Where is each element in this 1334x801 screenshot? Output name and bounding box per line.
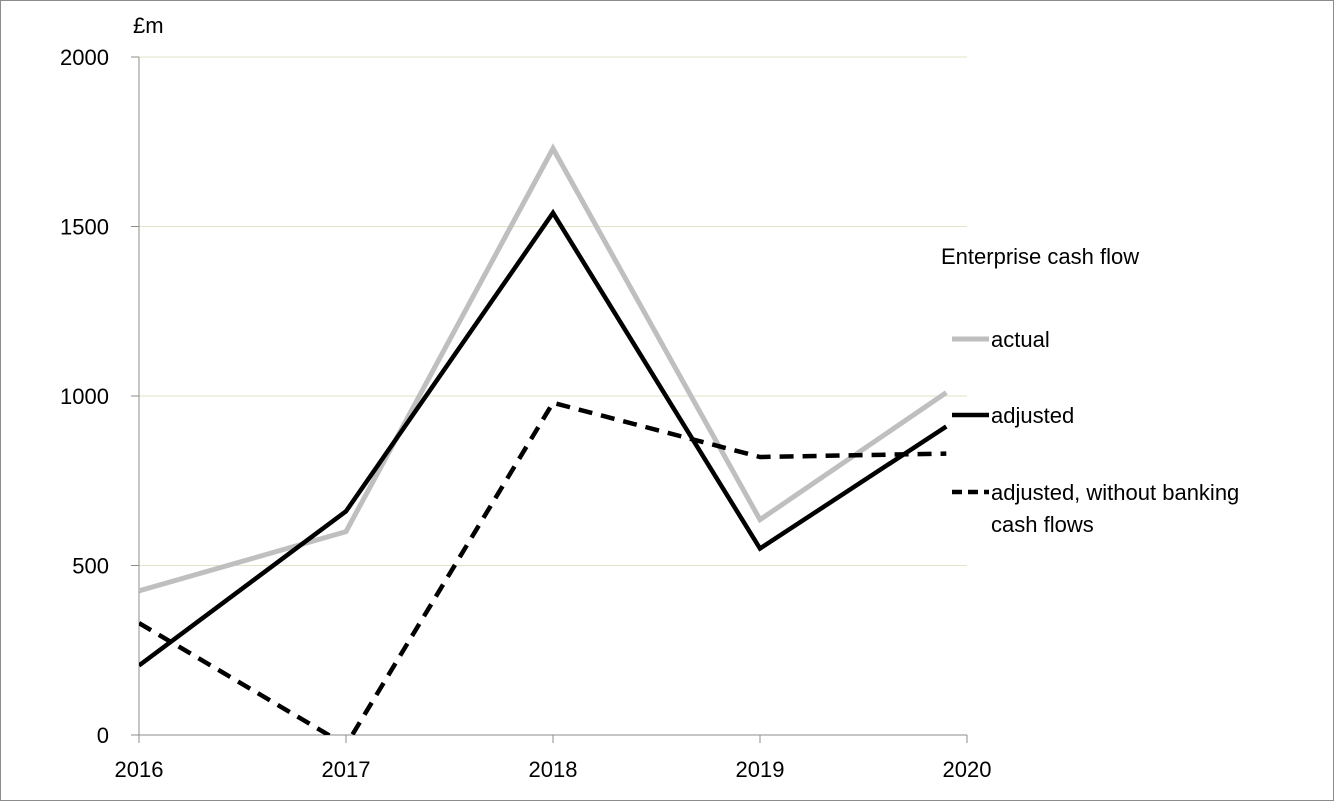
x-tick-label: 2018 [529, 757, 578, 782]
x-tick-label: 2016 [115, 757, 164, 782]
x-tick-labels: 2016 2017 2018 2019 2020 [115, 757, 992, 782]
legend: Enterprise cash flow actual adjusted adjus… [941, 244, 1239, 537]
series-lines [139, 143, 948, 735]
legend-label-adjusted-without-banking: cash flows [991, 512, 1094, 537]
legend-title: Enterprise cash flow [941, 244, 1139, 269]
series-line-adjusted [139, 208, 948, 668]
series-line-actual [139, 143, 948, 594]
legend-label-actual: actual [991, 327, 1050, 352]
y-tick-label: 500 [72, 554, 109, 579]
y-tick-labels: 0 500 1000 1500 2000 [60, 45, 109, 748]
x-tick-label: 2017 [322, 757, 371, 782]
y-unit-label: £m [133, 13, 164, 38]
x-tick-label: 2020 [943, 757, 992, 782]
x-tick-label: 2019 [736, 757, 785, 782]
y-tick-label: 1000 [60, 384, 109, 409]
legend-label-adjusted: adjusted [991, 403, 1074, 428]
legend-label-adjusted-without-banking: adjusted, without banking [991, 480, 1239, 505]
y-tick-label: 1500 [60, 215, 109, 240]
y-tick-label: 0 [97, 723, 109, 748]
y-tick-label: 2000 [60, 45, 109, 70]
axes [138, 57, 968, 743]
